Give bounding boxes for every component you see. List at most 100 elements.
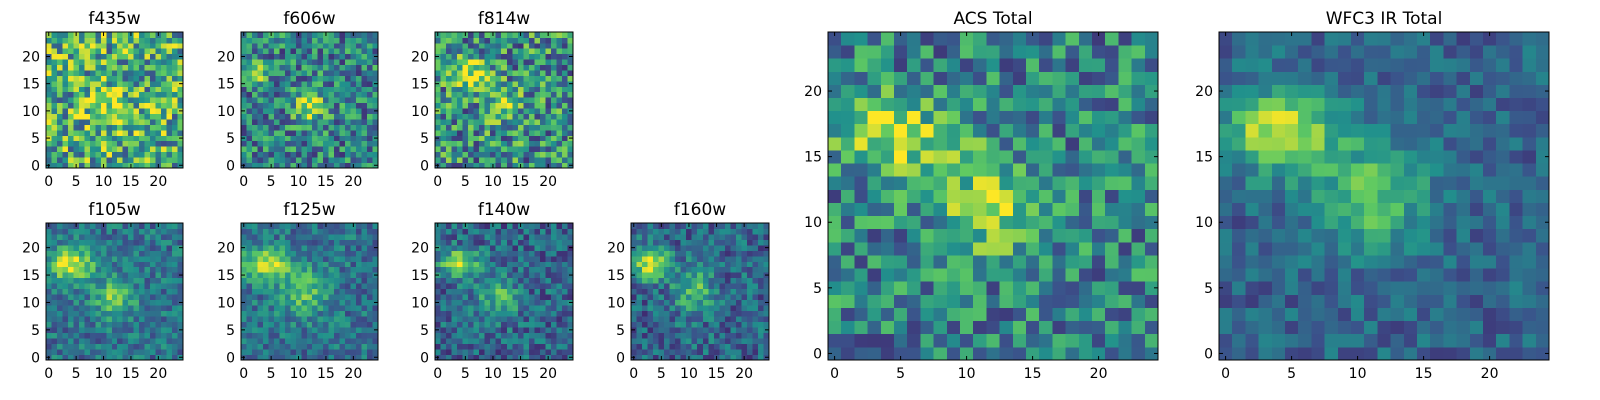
heatmap-cell [545,305,552,312]
heatmap-cell [539,119,546,125]
heatmap-cell [446,283,452,290]
heatmap-cell [128,255,135,262]
x-tick-label: 5 [72,366,81,382]
heatmap-cell [1039,176,1053,190]
heatmap-cell [907,176,921,190]
heatmap-cell [350,113,357,120]
heatmap-cell [106,277,113,284]
heatmap-cell [946,294,961,308]
heatmap-cell [345,223,351,229]
heatmap-cell [172,299,178,306]
heatmap-cell [144,321,151,328]
heatmap-cell [567,288,574,295]
heatmap-cell [246,140,253,147]
heatmap-cell [128,261,135,268]
heatmap-cell [495,343,502,350]
heatmap-cell [462,343,469,350]
heatmap-cell [241,343,247,350]
heatmap-cell [78,75,85,82]
heatmap-cell [512,157,519,163]
heatmap-cell [501,244,508,251]
heatmap-cell [854,320,868,335]
heatmap-cell [350,59,357,66]
heatmap-cell [479,37,486,44]
heatmap-cell [295,239,302,246]
heatmap-cell [128,113,135,120]
heatmap-cell [473,316,480,323]
heatmap-cell [161,102,167,109]
heatmap-cell [100,338,107,344]
heatmap-cell [339,316,346,323]
heatmap-cell [960,294,974,308]
heatmap-cell [828,215,842,230]
heatmap-cell [161,250,167,257]
heatmap-cell [268,277,275,284]
heatmap-cell [51,233,58,240]
heatmap-cell [517,294,524,301]
heatmap-cell [67,42,74,49]
heatmap-cell [62,86,69,93]
heatmap-cell [713,310,720,317]
heatmap-cell [757,316,764,323]
heatmap-cell [933,215,948,230]
heatmap-cell [177,102,184,109]
heatmap-cell [484,86,491,93]
heatmap-cell [246,343,253,350]
heatmap-cell [117,250,124,257]
heatmap-cell [67,305,74,312]
heatmap-cell [457,266,463,273]
heatmap-cell [763,321,770,328]
heatmap-cell [457,294,463,301]
heatmap-cell [284,255,291,262]
heatmap-cell [334,354,341,361]
heatmap-cell [702,266,709,273]
heatmap-cell [567,283,574,290]
heatmap-cell [172,239,178,246]
heatmap-cell [372,113,379,120]
heatmap-cell [880,320,895,335]
heatmap-cell [757,233,764,240]
heatmap-cell [177,70,184,76]
heatmap-cell [279,97,286,104]
heatmap-cell [1012,176,1027,190]
heatmap-cell [894,150,908,164]
heatmap-cell [446,354,452,361]
heatmap-cell [550,108,557,114]
heatmap-cell [361,48,368,55]
heatmap-cell [290,157,297,163]
heatmap-cell [653,228,659,235]
heatmap-cell [78,272,85,279]
heatmap-cell [1012,241,1027,256]
heatmap-cell [490,91,497,98]
heatmap-cell [708,244,715,251]
heatmap-cell [636,239,643,246]
heatmap-cell [241,37,247,44]
heatmap-cell [512,250,519,257]
heatmap-cell [484,327,491,333]
heatmap-cell [295,299,302,306]
heatmap-cell [241,349,247,355]
heatmap-cell [51,349,58,355]
heatmap-cell [100,261,107,268]
heatmap-cell [561,135,568,142]
heatmap-cell [512,283,519,290]
heatmap-cell [691,305,698,312]
heatmap-cell [150,277,156,284]
heatmap-cell [933,150,948,164]
heatmap-cell [51,59,58,66]
heatmap-cell [512,272,519,279]
heatmap-cell [495,119,502,125]
x-tick-label: 10 [290,366,308,382]
heatmap-cell [631,310,637,317]
heatmap-cell [1118,320,1132,335]
heatmap-cell [828,241,842,256]
heatmap-cell [647,223,654,229]
heatmap-cell [556,244,563,251]
heatmap-cell [658,250,665,257]
heatmap-cell [653,294,659,301]
x-tick-label: 15 [317,366,335,382]
heatmap-cell [361,283,368,290]
heatmap-cell [479,244,486,251]
heatmap-cell [446,332,452,339]
heatmap-cell [528,59,535,66]
